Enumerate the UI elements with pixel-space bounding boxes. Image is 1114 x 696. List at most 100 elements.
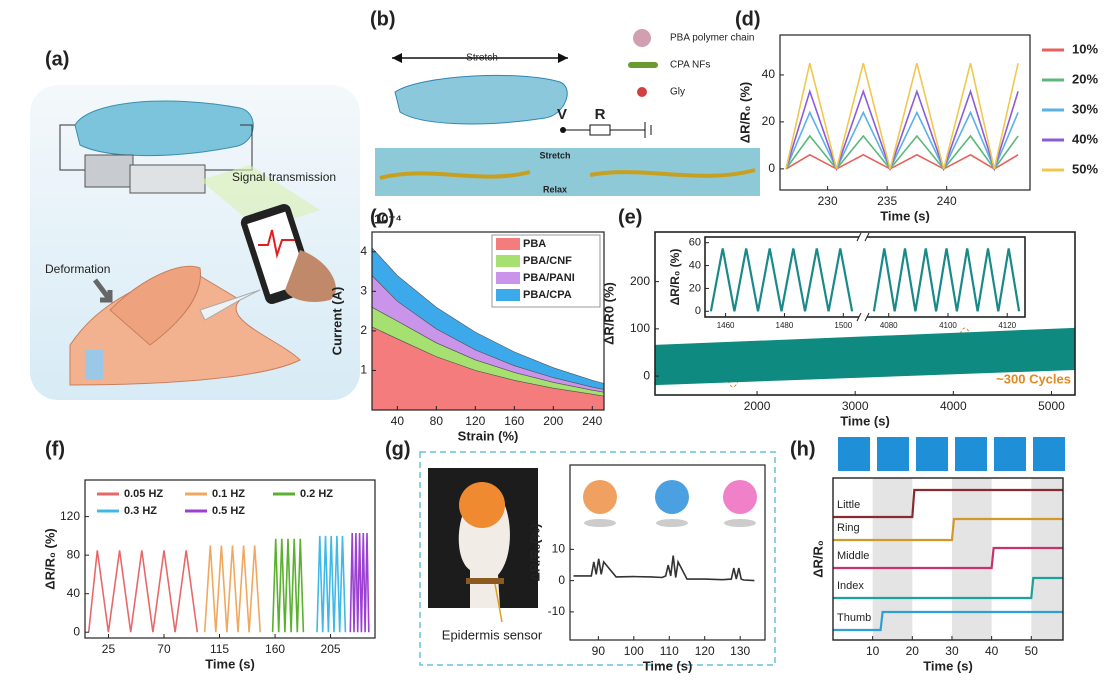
legend-label: PBA/PANI bbox=[523, 272, 575, 284]
fiber-strip bbox=[375, 148, 760, 196]
y-tick-label: 1 bbox=[360, 363, 367, 377]
x-tick-label: 230 bbox=[818, 194, 838, 208]
x-tick-label: 160 bbox=[504, 414, 524, 428]
plot-frame bbox=[84, 479, 376, 639]
label: Relax bbox=[543, 184, 567, 194]
y-axis-title: Current (A) bbox=[329, 287, 344, 356]
y-tick-label: 40 bbox=[67, 586, 81, 600]
hand-icon bbox=[994, 437, 1026, 471]
axis-exponent: 10⁻⁴ bbox=[374, 211, 402, 226]
axis-break bbox=[856, 232, 870, 322]
y-tick-label: 0 bbox=[558, 573, 565, 587]
x-tick-label: 80 bbox=[430, 414, 444, 428]
ball bbox=[583, 480, 617, 514]
legend-label: 0.5 HZ bbox=[212, 505, 245, 517]
y-tick-label: 0 bbox=[73, 624, 80, 638]
plot-frame bbox=[371, 231, 605, 411]
icon bbox=[633, 29, 651, 47]
x-tick-label: 100 bbox=[624, 644, 644, 658]
line bbox=[271, 538, 305, 633]
x-tick-label: 235 bbox=[877, 194, 897, 208]
legend-label: PBA bbox=[523, 238, 546, 250]
pointer bbox=[494, 583, 503, 623]
x-tick-label: 3000 bbox=[842, 399, 869, 413]
legend-label: 0.1 HZ bbox=[212, 488, 245, 500]
legend-label: 0.05 HZ bbox=[124, 488, 163, 500]
instrument bbox=[84, 154, 134, 188]
x-tick-label: 205 bbox=[321, 642, 341, 656]
sensor-blob bbox=[74, 100, 254, 157]
legend-label: 10% bbox=[1072, 41, 1098, 56]
y-tick-label: 0 bbox=[768, 161, 775, 175]
icon bbox=[628, 62, 658, 68]
trace-label: Little bbox=[837, 499, 860, 511]
y-axis-title: ΔR/R₀ (%) bbox=[668, 249, 682, 306]
panel-label: (c) bbox=[370, 206, 394, 228]
legend-label: 30% bbox=[1072, 101, 1098, 116]
wire bbox=[59, 124, 253, 171]
x-tick-label: 30 bbox=[945, 644, 959, 658]
x-tick-label: 1460 bbox=[717, 321, 735, 330]
x-tick-label: 115 bbox=[210, 642, 229, 656]
hand-icon bbox=[955, 437, 987, 471]
x-axis-title: Time (s) bbox=[643, 658, 693, 673]
x-tick-label: 70 bbox=[157, 642, 171, 656]
step-trace bbox=[833, 546, 1063, 570]
shaded-interval bbox=[1031, 478, 1063, 640]
x-tick-label: 240 bbox=[582, 414, 602, 428]
x-tick-label: 120 bbox=[695, 644, 715, 658]
hand-icons bbox=[838, 437, 1065, 471]
x-tick-label: 10 bbox=[866, 644, 880, 658]
hand-icon bbox=[877, 437, 909, 471]
legend-swatch bbox=[496, 238, 520, 250]
x-tick-label: 200 bbox=[543, 414, 563, 428]
arrow bbox=[93, 278, 113, 303]
label: V bbox=[557, 106, 567, 123]
annotation: ~300 Cycles bbox=[996, 371, 1071, 386]
legend-swatch bbox=[496, 272, 520, 284]
axis-break bbox=[859, 314, 867, 320]
plot-frame bbox=[832, 477, 1064, 641]
y-tick-label: 60 bbox=[689, 237, 701, 249]
legend-swatch bbox=[496, 289, 520, 301]
y-tick-label: 20 bbox=[762, 114, 776, 128]
x-tick-label: 40 bbox=[985, 644, 999, 658]
finger-ghost bbox=[199, 289, 261, 321]
line bbox=[349, 532, 370, 633]
y-axis-title: ΔR/R₀ (%) bbox=[42, 528, 57, 589]
y-tick-label: 0 bbox=[643, 368, 650, 382]
circuit bbox=[563, 122, 652, 138]
legend-label: PBA/CPA bbox=[523, 289, 572, 301]
line bbox=[203, 545, 261, 633]
y-tick-label: 0 bbox=[695, 305, 701, 317]
ball bbox=[655, 480, 689, 514]
resistor bbox=[589, 124, 611, 136]
y-axis-title: ΔR/R₀ bbox=[810, 540, 825, 578]
label: R bbox=[595, 106, 606, 123]
panel-label: (h) bbox=[790, 438, 816, 460]
y-tick-label: 2 bbox=[360, 323, 367, 337]
ball bbox=[459, 482, 505, 528]
y-axis-title: ΔR/R₀ (%) bbox=[737, 82, 752, 143]
step-trace bbox=[833, 610, 1063, 632]
inset-line bbox=[709, 248, 854, 312]
hand-icon bbox=[838, 437, 870, 471]
shadow bbox=[724, 519, 756, 527]
x-tick-label: 5000 bbox=[1038, 399, 1065, 413]
hand-icon bbox=[916, 437, 948, 471]
line bbox=[316, 535, 347, 633]
plot-frame bbox=[654, 231, 1076, 396]
label: PBA polymer chain bbox=[670, 33, 755, 44]
y-axis-title: ΔR/R0 (%) bbox=[601, 282, 616, 345]
x-tick-label: 4000 bbox=[940, 399, 967, 413]
x-tick-label: 1500 bbox=[834, 321, 852, 330]
label: Signal transmission bbox=[232, 170, 336, 184]
panel-label: (e) bbox=[618, 206, 642, 228]
trace-label: Thumb bbox=[837, 612, 871, 624]
y-tick-label: 40 bbox=[762, 67, 776, 81]
legend-label: 20% bbox=[1072, 71, 1098, 86]
x-axis-title: Strain (%) bbox=[458, 428, 519, 443]
y-tick-label: 200 bbox=[630, 274, 650, 288]
x-tick-label: 1480 bbox=[776, 321, 794, 330]
